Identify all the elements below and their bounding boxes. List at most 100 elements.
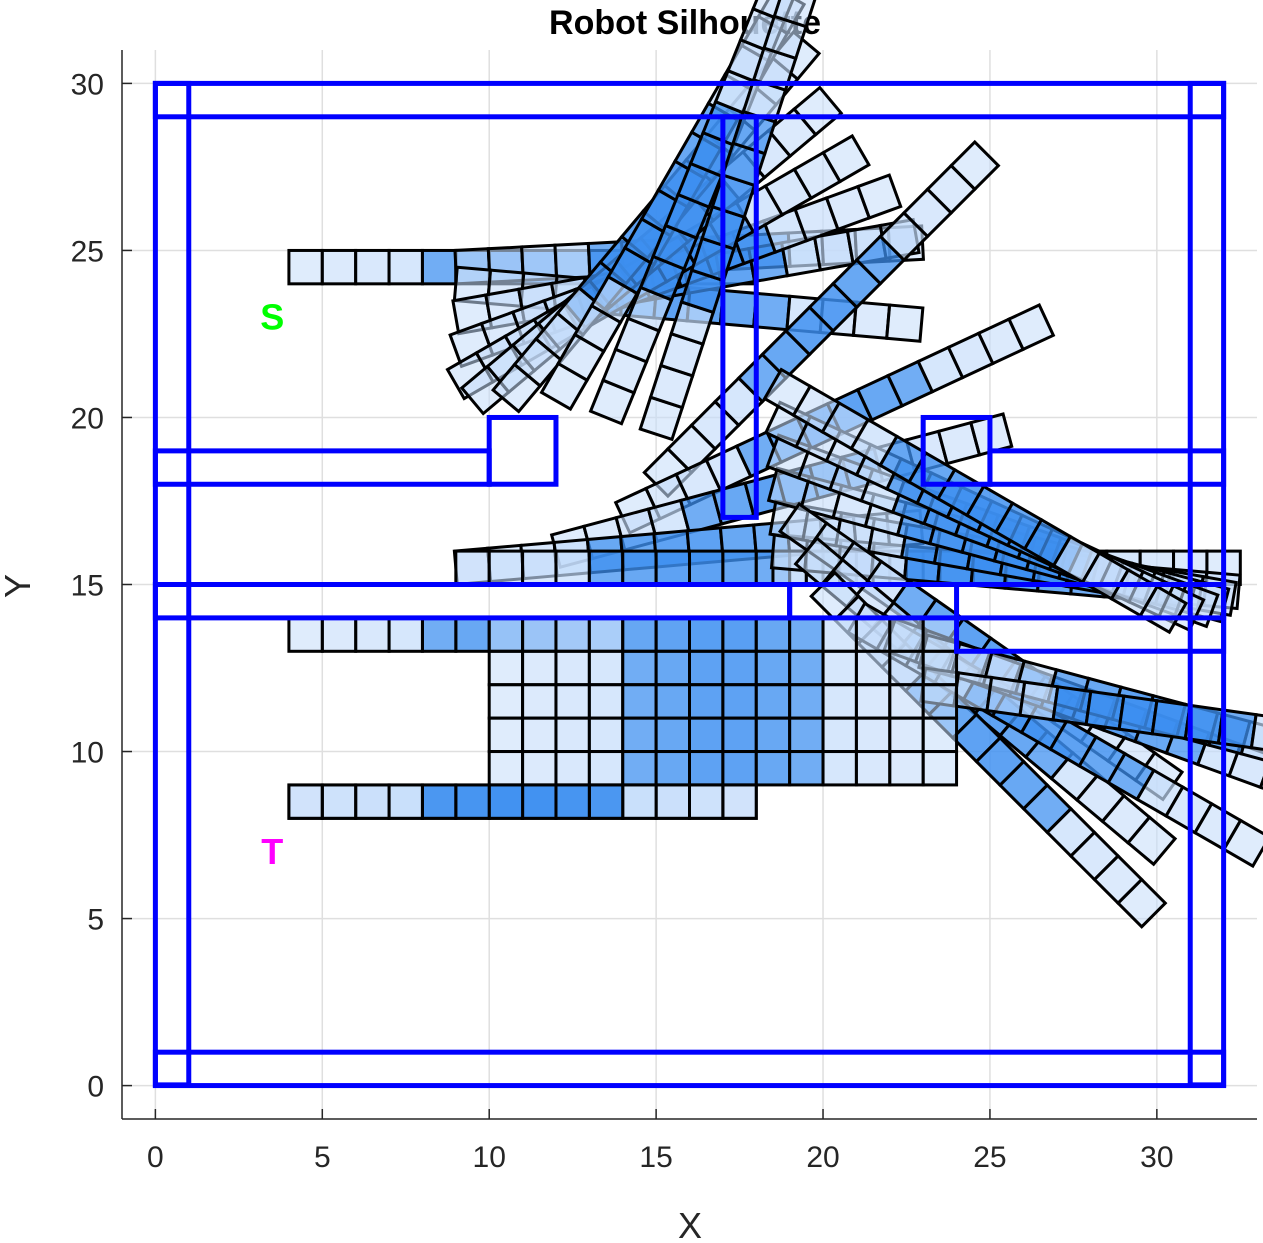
wall-rect [152, 1049, 1227, 1089]
robot-segment [772, 0, 819, 29]
robot-segment [721, 750, 758, 787]
robot-segment [1115, 877, 1168, 929]
robot-segment [521, 616, 558, 653]
robot-pose [919, 666, 1263, 755]
robot-segment [487, 716, 525, 754]
x-axis-label: X [678, 1205, 702, 1243]
robot-segment [687, 750, 725, 787]
robot-segment [851, 300, 892, 340]
robot-segment [888, 750, 925, 787]
robot-segment [287, 248, 324, 286]
robot-pose [287, 783, 758, 820]
axes: 0 5 10 15 20 25 30 0 5 10 15 20 25 30 [71, 50, 1257, 1174]
wall-rect [954, 582, 1227, 654]
robot-segment [1249, 712, 1263, 755]
robot-segment [788, 750, 825, 787]
robot-segment [1150, 699, 1192, 741]
wall-rect [987, 448, 1227, 487]
robot-segment [721, 716, 758, 754]
robot-segment [554, 716, 591, 754]
robot-segment [621, 616, 658, 653]
robot-segment [587, 783, 625, 820]
wall-rect [720, 114, 759, 520]
robot-segment [420, 783, 458, 820]
robot-segment [752, 291, 792, 332]
robot-segment [721, 683, 758, 720]
robot-segment [687, 549, 725, 586]
target-label: T [261, 831, 283, 872]
robot-segment [554, 683, 591, 720]
robot-segment [487, 683, 525, 720]
robot-segment [420, 248, 458, 286]
robot-segment [587, 549, 625, 586]
x-tick-label: 10 [473, 1141, 506, 1174]
y-tick-label: 25 [71, 235, 104, 268]
robot-segment [521, 750, 558, 787]
robot-segment [621, 649, 658, 687]
robot-segment [888, 649, 925, 687]
robot-segment [420, 616, 458, 653]
robot-segment [888, 683, 925, 720]
robot-segment [952, 671, 994, 713]
robot-segment [821, 133, 871, 184]
robot-segment [521, 649, 558, 687]
wall-rect [152, 80, 1227, 120]
robot-segment [721, 549, 758, 586]
robot-segment [487, 649, 525, 687]
robot-segment [587, 616, 625, 653]
robot-pose [487, 649, 959, 687]
robot-segment [621, 750, 658, 787]
robot-segment [949, 139, 1001, 192]
robot-segment [854, 649, 892, 687]
x-tick-label: 15 [639, 1141, 672, 1174]
robot-segment [521, 549, 558, 586]
robot-segment [718, 288, 759, 329]
robot-segment [888, 716, 925, 754]
x-tick-label: 25 [973, 1141, 1006, 1174]
robot-segment [1006, 303, 1056, 352]
y-tick-label: 5 [87, 904, 104, 937]
robot-segment [854, 716, 892, 754]
y-tick-label: 0 [87, 1071, 104, 1104]
robot-segment [687, 616, 725, 653]
robot-pose [642, 139, 1001, 499]
robot-segment [921, 649, 959, 687]
robot-segment [687, 716, 725, 754]
robot-segment [888, 616, 925, 653]
robot-segment [487, 783, 525, 820]
robot-segment [320, 248, 358, 286]
robot-segment [1084, 689, 1126, 731]
robot-segment [621, 716, 658, 754]
robot-segment [587, 649, 625, 687]
x-tick-label: 5 [314, 1141, 331, 1174]
robot-segment [1018, 680, 1060, 722]
y-tick-label: 10 [71, 737, 104, 770]
robot-segment [554, 649, 591, 687]
robot-segment [821, 649, 858, 687]
robot-segment [821, 616, 858, 653]
robot-segment [521, 716, 558, 754]
robot-segment [621, 783, 658, 820]
robot-segment [921, 716, 959, 754]
robot-segment [320, 616, 358, 653]
x-tick-label: 30 [1140, 1141, 1173, 1174]
x-tick-label: 20 [806, 1141, 839, 1174]
robot-segment [487, 616, 525, 653]
robot-segment [487, 549, 525, 586]
robot-segment [788, 683, 825, 720]
robot-segment [587, 683, 625, 720]
robot-segment [554, 750, 591, 787]
robot-segment [587, 716, 625, 754]
robot-segment [454, 616, 491, 653]
robot-segment [487, 750, 525, 787]
robot-segment [754, 750, 792, 787]
robot-segment [1221, 818, 1263, 869]
robot-pose [487, 750, 959, 787]
robot-segment [754, 716, 792, 754]
robot-segment [854, 683, 892, 720]
robot-segment [921, 750, 959, 787]
robot-segment [754, 683, 792, 720]
robot-segment [788, 616, 825, 653]
obstacle-walls [152, 80, 1227, 1089]
